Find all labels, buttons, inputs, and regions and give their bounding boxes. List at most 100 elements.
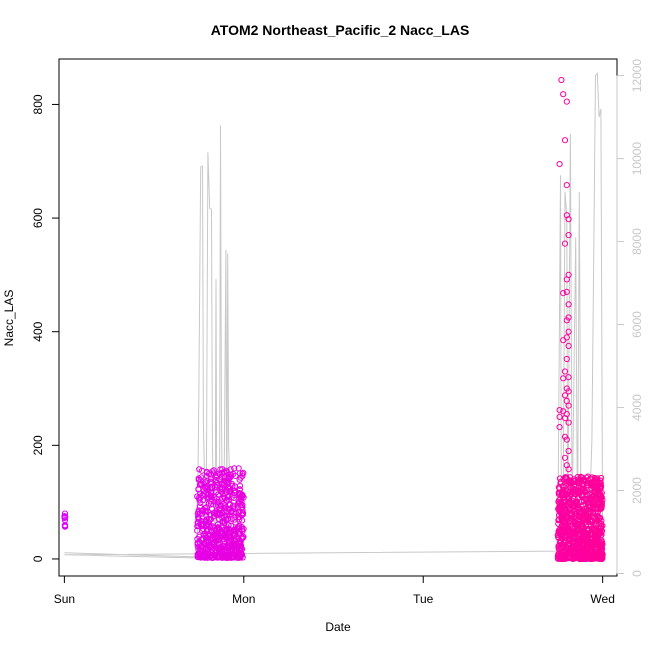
data-point bbox=[210, 513, 217, 520]
data-point bbox=[585, 496, 592, 503]
data-point bbox=[239, 470, 246, 477]
data-point bbox=[238, 498, 245, 505]
data-point bbox=[556, 527, 563, 534]
data-point bbox=[563, 317, 570, 324]
data-point bbox=[591, 526, 598, 533]
data-point bbox=[214, 509, 221, 516]
data-point bbox=[220, 518, 227, 525]
data-point bbox=[221, 519, 228, 527]
y-axis-label: Nacc_LAS bbox=[2, 290, 16, 347]
data-point bbox=[555, 484, 563, 491]
data-point bbox=[568, 491, 575, 498]
data-point bbox=[565, 402, 572, 409]
data-point bbox=[195, 513, 202, 520]
data-point bbox=[200, 518, 207, 525]
data-point bbox=[556, 161, 563, 168]
data-point bbox=[563, 355, 570, 363]
data-point bbox=[597, 506, 604, 513]
data-point bbox=[202, 532, 209, 539]
data-point bbox=[571, 530, 579, 537]
data-point bbox=[597, 530, 604, 537]
data-point bbox=[61, 510, 69, 517]
data-point bbox=[210, 467, 217, 474]
data-point bbox=[585, 527, 592, 535]
data-point bbox=[217, 486, 224, 493]
data-point bbox=[560, 337, 567, 344]
data-point bbox=[574, 542, 581, 549]
data-point bbox=[205, 470, 213, 477]
data-point bbox=[569, 502, 576, 510]
y-tick-label: 200 bbox=[31, 435, 45, 455]
data-point bbox=[207, 476, 214, 483]
data-point bbox=[570, 476, 578, 483]
data-point bbox=[557, 555, 564, 562]
data-point bbox=[213, 477, 220, 484]
series-line bbox=[64, 72, 604, 560]
data-point bbox=[205, 487, 212, 494]
y-axis-right: 0 2000 4000 6000 8000 10000 12000 bbox=[616, 59, 644, 577]
data-point bbox=[559, 521, 566, 529]
data-point bbox=[199, 497, 206, 504]
data-point bbox=[572, 486, 579, 493]
data-point bbox=[585, 545, 592, 552]
data-point bbox=[597, 514, 604, 522]
data-point bbox=[597, 495, 604, 502]
data-point bbox=[573, 529, 580, 536]
plot-frame bbox=[58, 58, 618, 577]
data-point bbox=[593, 484, 600, 491]
x-tick-label: Tue bbox=[413, 592, 434, 606]
data-point bbox=[218, 545, 225, 552]
data-point bbox=[560, 290, 567, 297]
data-point bbox=[582, 545, 589, 552]
data-point bbox=[585, 553, 593, 560]
data-point bbox=[565, 328, 572, 335]
data-point bbox=[579, 486, 586, 493]
data-point bbox=[590, 542, 597, 549]
data-point bbox=[560, 375, 567, 382]
data-point bbox=[561, 454, 569, 461]
data-point bbox=[577, 555, 584, 563]
data-point bbox=[220, 479, 227, 486]
data-point bbox=[194, 540, 201, 547]
data-point bbox=[588, 482, 595, 489]
data-point bbox=[594, 475, 601, 482]
y-tick-label: 0 bbox=[31, 555, 45, 562]
data-point bbox=[576, 490, 583, 497]
data-point bbox=[589, 503, 596, 511]
data-point bbox=[565, 216, 572, 223]
data-point bbox=[561, 488, 568, 495]
data-point bbox=[563, 182, 570, 189]
data-point bbox=[561, 137, 569, 144]
data-point bbox=[556, 546, 563, 553]
data-point bbox=[583, 508, 590, 515]
data-point bbox=[219, 469, 226, 476]
data-point bbox=[232, 472, 239, 479]
data-point bbox=[596, 484, 603, 492]
data-point bbox=[215, 554, 222, 561]
data-point bbox=[232, 537, 239, 544]
data-point bbox=[562, 528, 569, 535]
data-point bbox=[558, 76, 565, 84]
x-tick-label: Mon bbox=[232, 592, 255, 606]
data-point bbox=[581, 515, 588, 523]
data-point bbox=[589, 518, 596, 525]
data-point bbox=[597, 490, 604, 497]
right-axis-series-line bbox=[64, 72, 604, 560]
y2-tick-label: 2000 bbox=[630, 477, 644, 504]
data-point bbox=[223, 469, 230, 476]
data-point bbox=[565, 342, 572, 349]
data-point bbox=[201, 490, 208, 497]
data-point bbox=[240, 469, 247, 476]
data-point bbox=[597, 497, 604, 505]
data-point bbox=[556, 496, 563, 504]
data-point bbox=[223, 512, 231, 519]
data-point bbox=[216, 547, 223, 554]
data-point bbox=[219, 515, 226, 522]
data-point bbox=[236, 531, 243, 538]
data-point bbox=[563, 288, 570, 295]
data-point bbox=[201, 483, 208, 490]
data-point bbox=[239, 511, 246, 518]
data-point bbox=[598, 531, 605, 539]
data-point bbox=[585, 482, 592, 489]
data-point bbox=[211, 541, 218, 548]
